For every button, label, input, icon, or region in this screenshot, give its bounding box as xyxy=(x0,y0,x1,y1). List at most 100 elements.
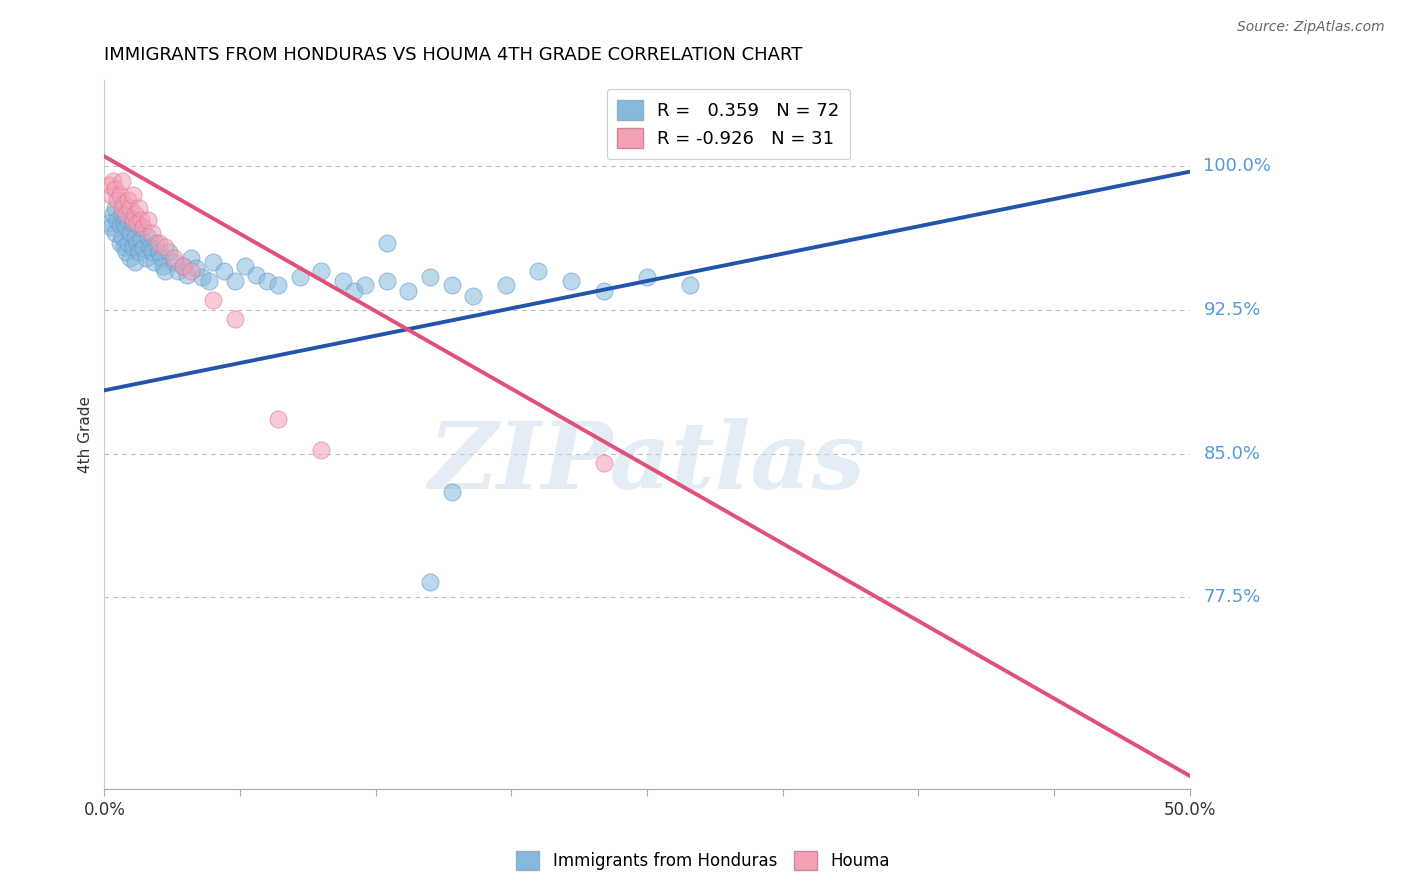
Point xyxy=(104,201,127,215)
Point xyxy=(128,201,150,215)
Point xyxy=(375,235,398,250)
Point xyxy=(115,245,138,260)
Point xyxy=(136,230,159,244)
Point xyxy=(163,251,186,265)
Point xyxy=(495,277,517,292)
Point xyxy=(245,268,267,283)
Point xyxy=(117,194,139,208)
Point xyxy=(121,187,143,202)
Point xyxy=(201,255,224,269)
Point xyxy=(125,235,148,250)
Point xyxy=(120,201,142,215)
Point xyxy=(679,277,702,292)
Point xyxy=(141,226,163,240)
Point xyxy=(132,242,155,256)
Point xyxy=(100,220,122,235)
Point xyxy=(124,230,146,244)
Point xyxy=(117,235,139,250)
Point xyxy=(132,220,155,235)
Text: 92.5%: 92.5% xyxy=(1204,301,1261,318)
Point xyxy=(311,264,333,278)
Point xyxy=(141,245,163,260)
Legend: R =   0.359   N = 72, R = -0.926   N = 31: R = 0.359 N = 72, R = -0.926 N = 31 xyxy=(606,88,851,160)
Point xyxy=(104,226,127,240)
Point xyxy=(135,251,157,265)
Point xyxy=(560,274,582,288)
Point xyxy=(107,194,129,208)
Point xyxy=(125,217,148,231)
Point xyxy=(163,255,186,269)
Point xyxy=(129,232,152,246)
Point xyxy=(172,259,194,273)
Point xyxy=(107,212,129,227)
Point xyxy=(235,259,257,273)
Point xyxy=(148,245,170,260)
Point xyxy=(267,277,290,292)
Point xyxy=(440,277,463,292)
Point xyxy=(97,178,120,193)
Point xyxy=(184,260,207,275)
Text: 77.5%: 77.5% xyxy=(1204,589,1261,607)
Point xyxy=(136,212,159,227)
Point xyxy=(527,264,550,278)
Point xyxy=(153,264,176,278)
Point xyxy=(180,251,202,265)
Point xyxy=(121,217,143,231)
Point xyxy=(104,182,127,196)
Point xyxy=(396,284,419,298)
Point xyxy=(139,239,162,253)
Point xyxy=(121,212,143,227)
Point xyxy=(375,274,398,288)
Point xyxy=(115,220,138,235)
Point xyxy=(149,251,172,265)
Text: 85.0%: 85.0% xyxy=(1204,444,1261,463)
Point xyxy=(112,197,135,211)
Point xyxy=(101,207,124,221)
Point xyxy=(191,270,214,285)
Point xyxy=(419,575,441,590)
Point xyxy=(343,284,366,298)
Point xyxy=(197,274,219,288)
Point xyxy=(153,239,176,253)
Point xyxy=(167,264,190,278)
Point xyxy=(332,274,354,288)
Point xyxy=(124,255,146,269)
Point xyxy=(100,187,122,202)
Text: ZIPatlas: ZIPatlas xyxy=(429,417,866,508)
Point xyxy=(152,259,174,273)
Point xyxy=(176,268,198,283)
Point xyxy=(120,251,142,265)
Point xyxy=(256,274,278,288)
Point xyxy=(111,230,134,244)
Point xyxy=(636,270,658,285)
Point xyxy=(111,174,134,188)
Point xyxy=(108,187,131,202)
Point xyxy=(148,235,170,250)
Point xyxy=(124,207,146,221)
Point xyxy=(111,207,134,221)
Point xyxy=(172,259,194,273)
Text: Source: ZipAtlas.com: Source: ZipAtlas.com xyxy=(1237,20,1385,34)
Legend: Immigrants from Honduras, Houma: Immigrants from Honduras, Houma xyxy=(509,844,897,877)
Text: 100.0%: 100.0% xyxy=(1204,157,1271,175)
Point xyxy=(440,485,463,500)
Point xyxy=(108,219,131,233)
Point xyxy=(311,442,333,457)
Point xyxy=(592,456,614,470)
Point xyxy=(112,217,135,231)
Point xyxy=(117,212,139,227)
Point xyxy=(121,239,143,253)
Point xyxy=(463,289,485,303)
Y-axis label: 4th Grade: 4th Grade xyxy=(79,396,93,473)
Point xyxy=(224,312,246,326)
Point xyxy=(592,284,614,298)
Point xyxy=(101,174,124,188)
Point xyxy=(224,274,246,288)
Point xyxy=(288,270,311,285)
Point xyxy=(145,235,167,250)
Point xyxy=(129,212,152,227)
Point xyxy=(111,201,134,215)
Point xyxy=(97,217,120,231)
Point xyxy=(201,293,224,308)
Point xyxy=(128,220,150,235)
